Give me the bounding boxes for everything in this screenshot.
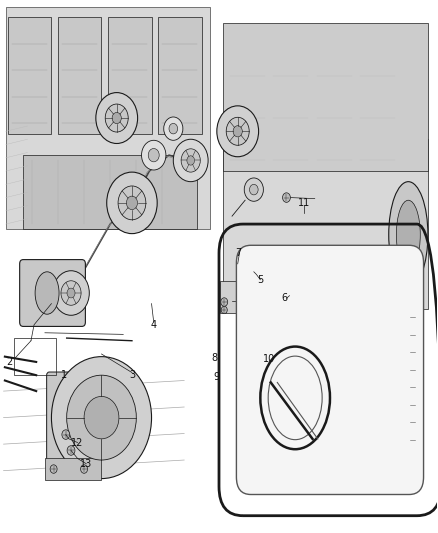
Circle shape xyxy=(217,106,258,157)
FancyBboxPatch shape xyxy=(158,17,201,134)
Circle shape xyxy=(81,465,88,473)
Circle shape xyxy=(67,446,75,455)
FancyBboxPatch shape xyxy=(20,260,85,326)
FancyBboxPatch shape xyxy=(237,245,424,495)
Circle shape xyxy=(181,149,200,172)
Text: 9: 9 xyxy=(214,372,220,382)
Ellipse shape xyxy=(396,200,420,269)
FancyBboxPatch shape xyxy=(47,372,115,466)
Circle shape xyxy=(67,288,75,298)
Circle shape xyxy=(50,465,57,473)
Text: 1: 1 xyxy=(61,370,67,380)
Text: 2: 2 xyxy=(6,357,12,367)
Circle shape xyxy=(53,271,89,316)
Circle shape xyxy=(221,298,228,306)
Text: 6: 6 xyxy=(281,293,287,303)
Text: 13: 13 xyxy=(80,459,92,469)
Text: 3: 3 xyxy=(129,370,135,380)
FancyBboxPatch shape xyxy=(45,458,102,480)
FancyBboxPatch shape xyxy=(223,22,428,171)
Ellipse shape xyxy=(260,346,330,449)
FancyBboxPatch shape xyxy=(220,281,298,313)
Ellipse shape xyxy=(389,182,428,288)
Circle shape xyxy=(118,186,146,220)
FancyBboxPatch shape xyxy=(58,17,102,134)
Circle shape xyxy=(84,397,119,439)
FancyBboxPatch shape xyxy=(23,155,197,229)
Text: 5: 5 xyxy=(257,274,264,285)
Circle shape xyxy=(187,156,194,165)
Circle shape xyxy=(62,430,70,439)
Text: 10: 10 xyxy=(263,354,275,364)
Text: 12: 12 xyxy=(71,438,84,448)
Text: 7: 7 xyxy=(236,248,242,259)
Circle shape xyxy=(164,117,183,140)
Circle shape xyxy=(283,193,290,203)
Text: 11: 11 xyxy=(298,198,310,208)
Circle shape xyxy=(250,184,258,195)
FancyBboxPatch shape xyxy=(223,139,428,309)
Circle shape xyxy=(96,93,138,143)
Circle shape xyxy=(51,357,152,479)
Circle shape xyxy=(107,172,157,233)
Circle shape xyxy=(148,149,159,162)
Circle shape xyxy=(67,375,136,460)
Polygon shape xyxy=(6,7,210,229)
Text: 8: 8 xyxy=(212,353,218,362)
FancyBboxPatch shape xyxy=(108,17,152,134)
FancyBboxPatch shape xyxy=(8,17,51,134)
Circle shape xyxy=(173,139,208,182)
Text: 4: 4 xyxy=(151,320,157,330)
Circle shape xyxy=(112,112,121,124)
Circle shape xyxy=(127,196,138,209)
Circle shape xyxy=(233,126,242,137)
Ellipse shape xyxy=(268,356,322,440)
Circle shape xyxy=(105,104,128,132)
Circle shape xyxy=(221,306,227,314)
Ellipse shape xyxy=(35,272,59,314)
Circle shape xyxy=(169,124,178,134)
Circle shape xyxy=(141,140,166,170)
Circle shape xyxy=(226,117,249,146)
Circle shape xyxy=(61,281,81,305)
Circle shape xyxy=(244,178,263,201)
